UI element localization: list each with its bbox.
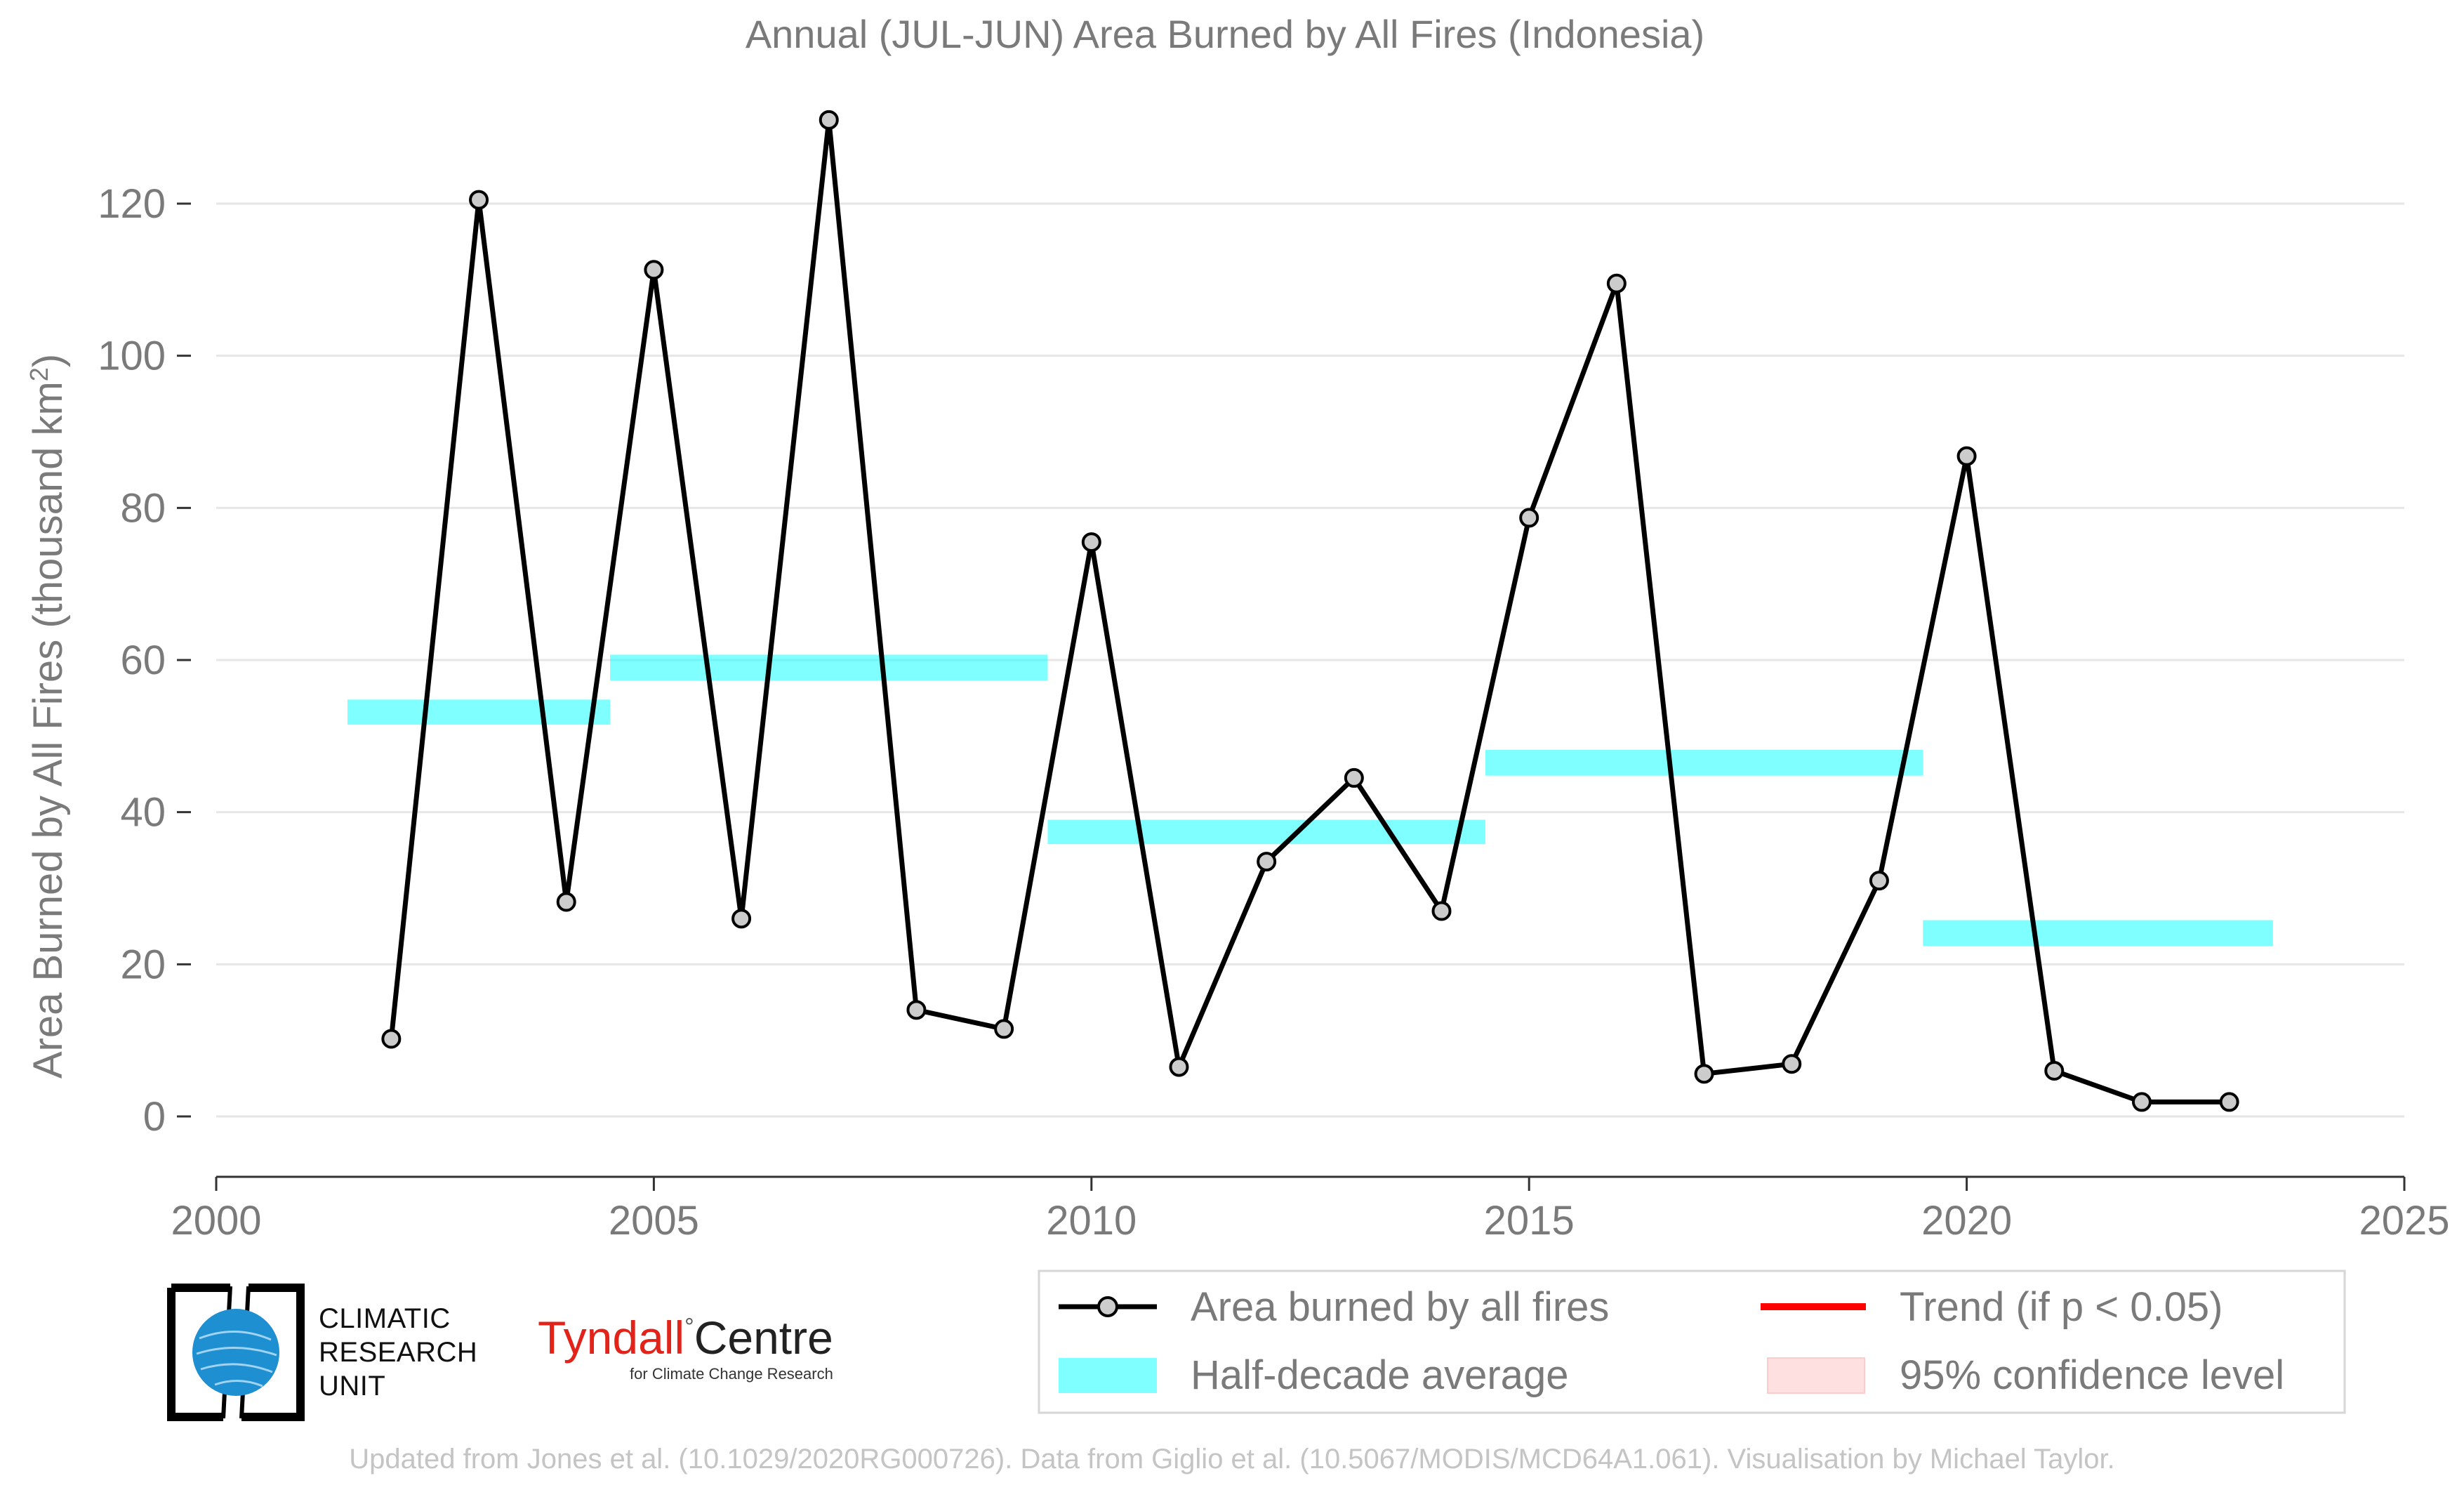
series-line xyxy=(388,117,2230,1104)
data-point-2003 xyxy=(469,190,489,210)
data-point-2010 xyxy=(1081,532,1101,553)
x-tick-label-2015: 2015 xyxy=(1484,1198,1575,1244)
tyndall-degree: ° xyxy=(684,1314,694,1340)
data-point-2006 xyxy=(731,909,752,929)
data-point-2007 xyxy=(819,110,839,130)
legend-label-area-burned: Area burned by all fires xyxy=(1191,1284,1609,1330)
cru-logo-text: CLIMATIC RESEARCH UNIT xyxy=(319,1302,477,1403)
tyndall-subtitle: for Climate Change Research xyxy=(630,1365,833,1383)
legend-line-marker-swatch-dot xyxy=(1097,1296,1118,1317)
y-axis: 0 20 40 60 80 100 120 xyxy=(98,181,191,1140)
y-tick-label-20: 20 xyxy=(120,942,166,987)
data-point-2023 xyxy=(2219,1092,2239,1112)
legend-confidence-swatch xyxy=(1767,1357,1865,1394)
data-point-2016 xyxy=(1606,273,1627,294)
cru-line-3: UNIT xyxy=(319,1371,386,1402)
data-point-2002 xyxy=(381,1029,402,1049)
half-decade-band-4 xyxy=(1485,749,1923,776)
credit-line: Updated from Jones et al. (10.1029/2020R… xyxy=(349,1444,2115,1475)
y-tick-label-120: 120 xyxy=(98,181,166,227)
data-point-2008 xyxy=(906,1000,927,1020)
tyndall-name-red: Tyndall xyxy=(538,1312,685,1364)
legend-box xyxy=(1038,1270,2346,1414)
data-point-2011 xyxy=(1169,1057,1189,1077)
half-decade-band-3 xyxy=(1047,819,1485,845)
x-tick-label-2000: 2000 xyxy=(171,1198,261,1244)
x-tick-label-2010: 2010 xyxy=(1046,1198,1137,1244)
cru-line-2: RESEARCH xyxy=(319,1337,478,1368)
legend-label-half-decade: Half-decade average xyxy=(1191,1352,1568,1398)
logos: CLIMATIC RESEARCH UNIT Tyndall°Centre fo… xyxy=(166,1282,868,1430)
series-area-burned xyxy=(381,110,2239,1112)
y-tick-label-40: 40 xyxy=(120,790,166,836)
half-decade-band-1 xyxy=(347,699,611,725)
legend-label-confidence: 95% confidence level xyxy=(1900,1352,2284,1398)
half-decade-band-2 xyxy=(610,654,1048,681)
y-tick-label-100: 100 xyxy=(98,334,166,379)
half-decade-band-5 xyxy=(1923,920,2273,947)
data-point-2004 xyxy=(556,892,576,912)
legend-label-trend: Trend (if p < 0.05) xyxy=(1900,1284,2223,1330)
data-point-2017 xyxy=(1694,1064,1714,1084)
gridlines xyxy=(216,202,2404,1118)
tyndall-name-centre: Centre xyxy=(694,1312,833,1364)
y-axis-label-main: Area Burned by All Fires (thousand km xyxy=(25,381,71,1079)
data-point-2013 xyxy=(1344,767,1364,788)
tyndall-logo: Tyndall°Centre for Climate Change Resear… xyxy=(538,1313,833,1383)
x-tick-label-2005: 2005 xyxy=(609,1198,699,1244)
y-axis-label-close: ) xyxy=(25,354,71,367)
x-tick-label-2020: 2020 xyxy=(1921,1198,2012,1244)
y-axis-label-superscript: 2 xyxy=(25,367,53,381)
data-point-2021 xyxy=(2044,1061,2065,1081)
data-point-2005 xyxy=(644,260,664,280)
data-point-2022 xyxy=(2131,1092,2152,1112)
legend: Area burned by all fires Trend (if p < 0… xyxy=(1038,1270,2346,1414)
cru-logo-icon xyxy=(167,1284,305,1421)
data-point-2009 xyxy=(994,1019,1014,1039)
legend-half-decade-swatch xyxy=(1059,1358,1157,1393)
y-axis-label: Area Burned by All Fires (thousand km2) xyxy=(25,354,72,1079)
y-tick-label-80: 80 xyxy=(120,485,166,531)
data-point-2015 xyxy=(1519,508,1539,528)
data-point-2014 xyxy=(1431,901,1452,921)
chart-title: Annual (JUL-JUN) Area Burned by All Fire… xyxy=(746,12,1704,56)
data-point-2018 xyxy=(1782,1054,1802,1074)
x-tick-label-2025: 2025 xyxy=(2359,1198,2449,1244)
cru-line-1: CLIMATIC xyxy=(319,1303,451,1334)
data-point-2019 xyxy=(1869,871,1889,891)
data-point-2020 xyxy=(1956,446,1977,466)
data-point-2012 xyxy=(1257,852,1277,872)
half-decade-bands xyxy=(347,654,2273,947)
x-axis: 2000 2005 2010 2015 2020 2025 xyxy=(171,1175,2450,1244)
y-tick-label-60: 60 xyxy=(120,638,166,683)
y-tick-label-0: 0 xyxy=(143,1094,166,1140)
